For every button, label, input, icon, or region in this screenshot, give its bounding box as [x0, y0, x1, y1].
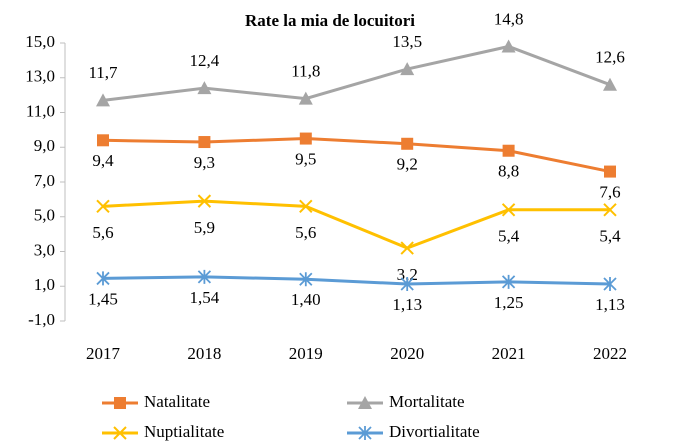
- data-label: 5,6: [295, 223, 316, 242]
- y-tick-label: 9,0: [34, 136, 55, 155]
- legend-marker: [113, 426, 127, 440]
- legend-marker: [358, 396, 372, 409]
- x-tick-label: 2019: [289, 344, 323, 363]
- marker: [299, 272, 313, 287]
- data-label: 8,8: [498, 162, 519, 181]
- legend-label: Mortalitate: [389, 392, 465, 411]
- y-tick-label: 15,0: [25, 32, 55, 51]
- series-line: [102, 199, 610, 250]
- y-tick-label: -1,0: [28, 310, 55, 329]
- data-label: 5,4: [498, 227, 520, 246]
- x-tick-label: 2018: [187, 344, 221, 363]
- x-tick-label: 2021: [492, 344, 526, 363]
- marker: [96, 199, 110, 214]
- marker: [197, 194, 212, 208]
- data-label: 9,2: [397, 155, 418, 174]
- x-tick-label: 2017: [86, 344, 121, 363]
- legend-marker: [358, 426, 372, 440]
- marker: [400, 276, 414, 291]
- data-label: 1,45: [88, 289, 118, 308]
- marker: [603, 203, 617, 217]
- x-tick-label: 2020: [390, 344, 424, 363]
- marker: [298, 91, 313, 105]
- marker: [604, 165, 616, 178]
- legend-label: Natalitate: [144, 392, 210, 411]
- marker: [502, 144, 515, 157]
- chart-title: Rate la mia de locuitori: [245, 11, 415, 30]
- marker: [96, 93, 110, 107]
- marker: [299, 199, 313, 214]
- series-line: [102, 275, 611, 286]
- data-label: 12,6: [595, 48, 625, 67]
- marker: [299, 132, 312, 145]
- marker: [96, 271, 110, 286]
- marker: [401, 137, 414, 150]
- data-label: 1,13: [392, 295, 422, 314]
- y-tick-label: 3,0: [34, 240, 55, 259]
- y-tick-label: 7,0: [34, 171, 55, 190]
- data-label: 9,5: [295, 149, 316, 168]
- legend-marker: [114, 397, 126, 409]
- data-label: 11,8: [291, 62, 320, 81]
- marker: [400, 62, 415, 76]
- marker: [97, 134, 109, 147]
- data-label: 5,6: [92, 223, 113, 242]
- series-line: [102, 137, 611, 174]
- data-label: 1,25: [494, 293, 524, 312]
- data-label: 11,7: [88, 63, 118, 82]
- legend-label: Divortialitate: [389, 422, 480, 441]
- marker: [501, 39, 516, 53]
- data-label: 7,6: [599, 182, 620, 201]
- marker: [197, 81, 212, 95]
- data-label: 5,9: [194, 218, 215, 237]
- data-label: 14,8: [494, 9, 524, 28]
- marker: [198, 136, 211, 149]
- data-label: 9,4: [92, 151, 114, 170]
- marker: [197, 269, 212, 284]
- marker: [400, 241, 414, 255]
- y-tick-label: 1,0: [34, 275, 55, 294]
- data-label: 1,40: [291, 290, 321, 309]
- marker: [603, 77, 617, 91]
- x-tick-label: 2022: [593, 344, 627, 363]
- series-line: [102, 44, 611, 102]
- y-tick-label: 5,0: [34, 206, 55, 225]
- legend-label: Nuptialitate: [144, 422, 224, 441]
- marker: [603, 276, 617, 291]
- data-label: 5,4: [599, 227, 621, 246]
- data-label: 9,3: [194, 153, 215, 172]
- y-tick-label: 11,0: [26, 101, 55, 120]
- data-label: 1,54: [190, 288, 220, 307]
- data-label: 12,4: [190, 51, 220, 70]
- data-label: 1,13: [595, 295, 625, 314]
- data-label: 13,5: [392, 32, 422, 51]
- marker: [501, 203, 516, 217]
- marker: [501, 274, 516, 289]
- y-tick-label: 13,0: [25, 67, 55, 86]
